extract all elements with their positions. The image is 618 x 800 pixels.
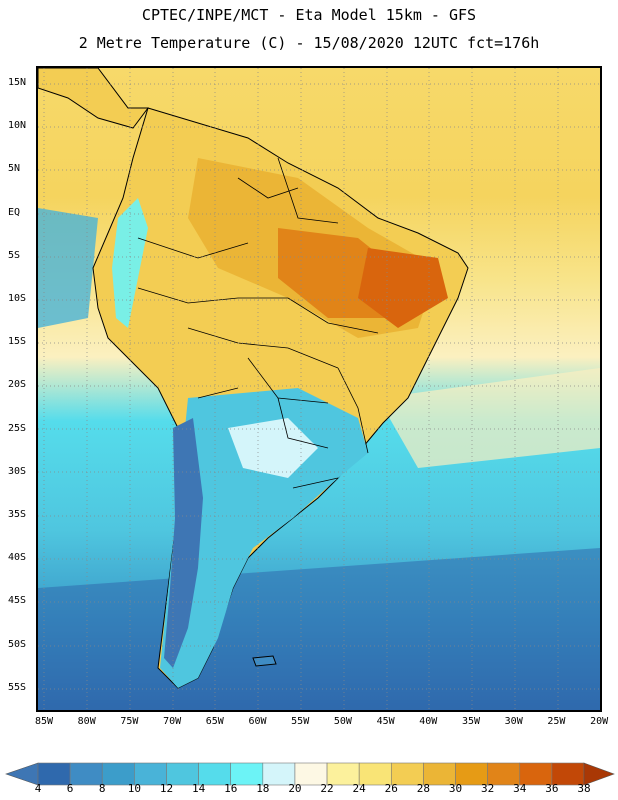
- colorbar-tick-label: 12: [159, 782, 174, 795]
- longitude-label: 50W: [333, 716, 352, 727]
- longitude-label: 70W: [163, 716, 182, 727]
- longitude-label: 30W: [504, 716, 523, 727]
- latitude-label: 15S: [8, 336, 27, 348]
- latitude-label: 15N: [8, 77, 27, 88]
- colorbar-tick-label: 38: [577, 782, 591, 795]
- colorbar-tick-label: 16: [224, 782, 238, 795]
- pacific-warm-tongue: [38, 208, 98, 328]
- longitude-label: 75W: [120, 716, 139, 727]
- colorbar-tick-label: 8: [98, 782, 106, 795]
- map-title: CPTEC/INPE/MCT - Eta Model 15km - GFS: [141, 6, 477, 24]
- colorbar-swatch: [37, 762, 71, 786]
- graticule: [38, 68, 600, 710]
- colorbar-tick-label: 30: [448, 782, 463, 795]
- colorbar-tick-label: 18: [256, 782, 270, 795]
- colorbar-tick-label: 24: [352, 782, 366, 795]
- latitude-label: 5N: [8, 163, 21, 175]
- longitude-label: 35W: [461, 716, 481, 727]
- colorbar-tick-label: 28: [416, 782, 431, 795]
- colorbar-high-arrow: [583, 762, 615, 786]
- map-subtitle: 2 Metre Temperature (C) - 15/08/2020 12U…: [78, 34, 540, 52]
- cold-interior-patch: [228, 418, 318, 478]
- latitude-label: 40S: [8, 552, 27, 564]
- longitude-label: 25W: [547, 716, 566, 727]
- northern-andes-strip: [112, 198, 148, 328]
- latitude-label: 45S: [8, 595, 27, 607]
- latitude-label: 30S: [8, 465, 27, 477]
- colorbar-tick-label: 20: [288, 782, 302, 795]
- longitude-label: 80W: [77, 716, 96, 727]
- temperature-colorbar: [5, 762, 615, 786]
- longitude-label: 65W: [205, 716, 224, 727]
- colorbar-swatch: [69, 762, 103, 786]
- colorbar-low-arrow: [5, 762, 39, 786]
- latitude-label: 20S: [8, 379, 27, 391]
- central-america: [38, 68, 149, 129]
- temperature-map: [36, 66, 602, 712]
- latitude-label: 35S: [8, 509, 27, 520]
- andes-cold-strip: [164, 418, 203, 668]
- colorbar-tick-label: 26: [384, 782, 398, 795]
- colorbar-tick-label: 32: [481, 782, 495, 795]
- longitude-label: 85W: [34, 716, 54, 727]
- atlantic-warm-band: [378, 368, 600, 468]
- colorbar-tick-label: 34: [513, 782, 527, 795]
- latitude-label: 50S: [8, 638, 27, 650]
- northeast-hot-core: [358, 248, 448, 328]
- country-borders: [137, 157, 379, 489]
- colorbar-tick-label: 4: [34, 782, 42, 795]
- colorbar-tick-label: 36: [545, 782, 559, 795]
- longitude-label: 40W: [419, 716, 438, 727]
- southern-cone-cool: [160, 388, 368, 688]
- longitude-label: 60W: [248, 716, 267, 727]
- latitude-label: 10N: [8, 120, 27, 132]
- latitude-label: EQ: [8, 206, 21, 218]
- longitude-label: 55W: [291, 716, 310, 727]
- longitude-label: 45W: [376, 716, 395, 727]
- colorbar-tick-label: 14: [191, 782, 206, 795]
- colorbar-tick-label: 6: [66, 782, 74, 795]
- longitude-label: 20W: [590, 716, 609, 727]
- latitude-label: 5S: [8, 249, 21, 261]
- falkland-islands: [252, 655, 277, 667]
- colorbar-tick-label: 10: [127, 782, 141, 795]
- latitude-label: 25S: [8, 422, 27, 434]
- latitude-label: 55S: [8, 681, 27, 693]
- latitude-label: 10S: [8, 293, 27, 304]
- colorbar-tick-label: 22: [320, 782, 334, 795]
